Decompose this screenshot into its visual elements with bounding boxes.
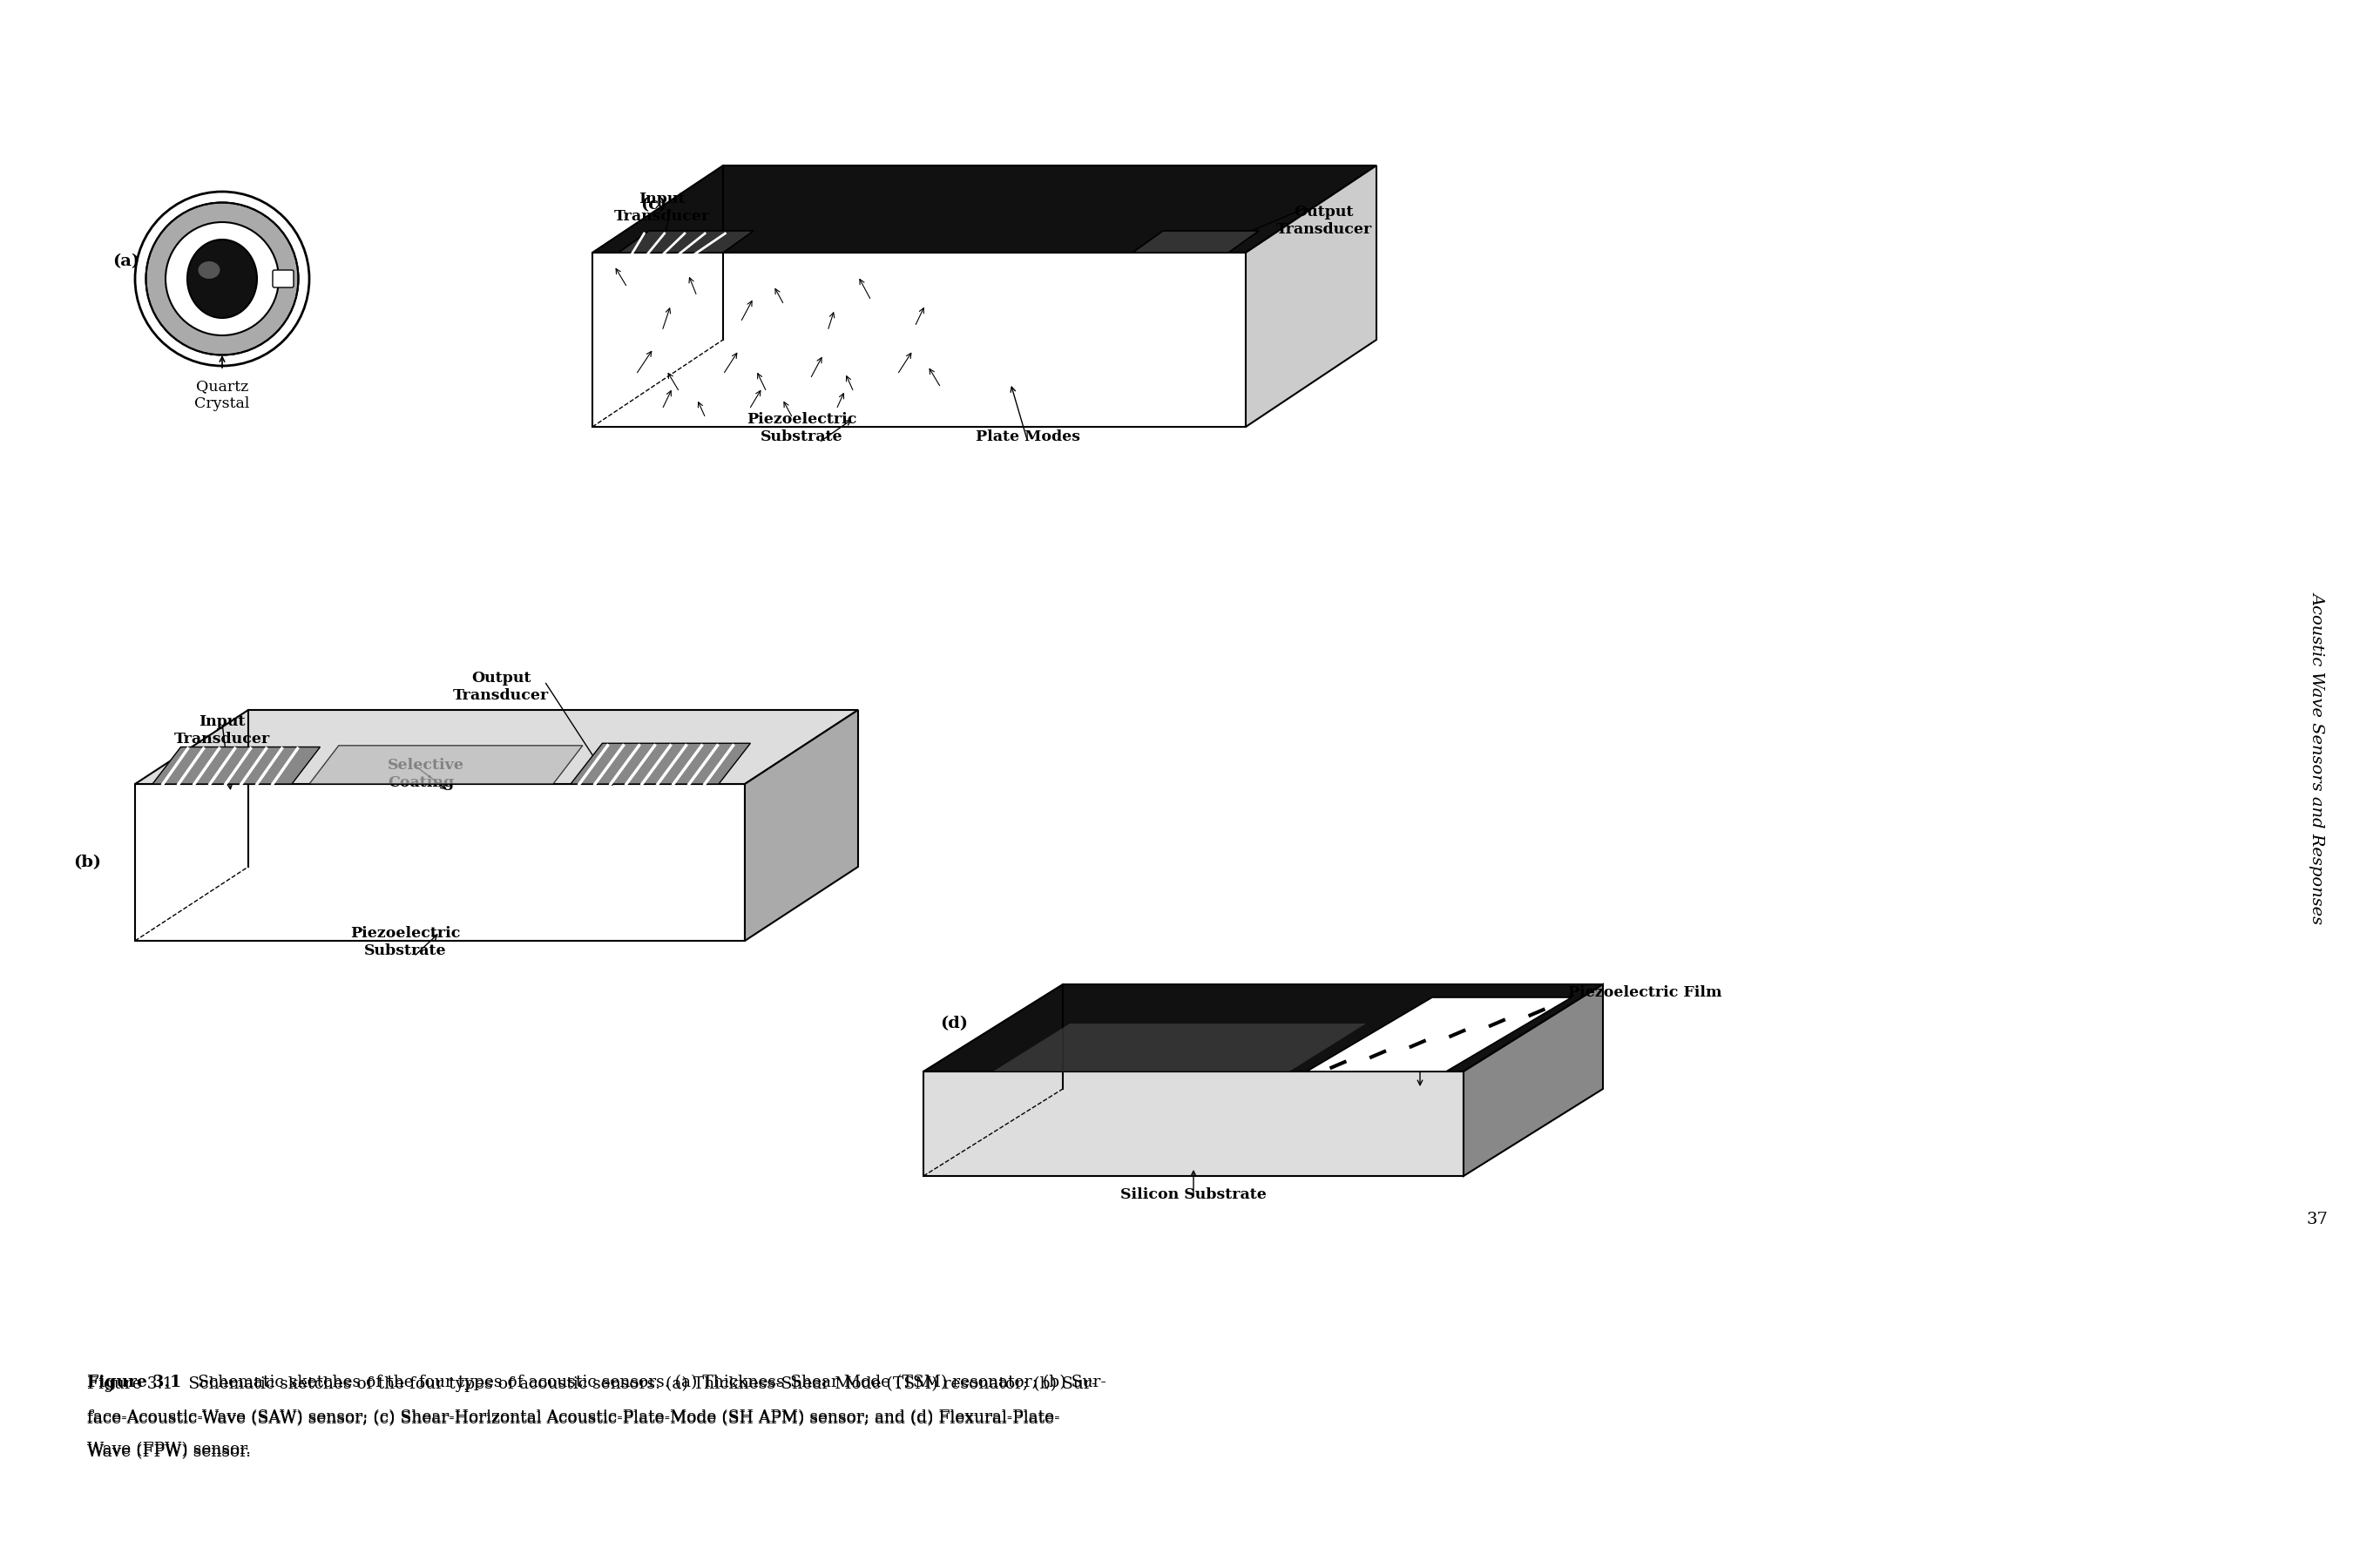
Text: Acoustic Wave Sensors and Responses: Acoustic Wave Sensors and Responses — [2308, 591, 2325, 924]
Polygon shape — [922, 985, 1602, 1071]
Text: face-Acoustic-Wave (SAW) sensor; (c) Shear-Horizontal Acoustic-Plate-Mode (SH AP: face-Acoustic-Wave (SAW) sensor; (c) She… — [87, 1410, 1059, 1425]
Polygon shape — [593, 252, 1245, 426]
Polygon shape — [1132, 230, 1259, 252]
Ellipse shape — [146, 202, 299, 354]
Text: Membrane: Membrane — [1419, 1021, 1511, 1035]
Text: Figure 3.1: Figure 3.1 — [87, 1375, 181, 1391]
Polygon shape — [134, 784, 746, 941]
Text: Selective
Coating: Selective Coating — [388, 757, 464, 790]
Text: Wave (FPW) sensor.: Wave (FPW) sensor. — [87, 1444, 252, 1460]
Text: Schematic sketches of the four types of acoustic sensors. (a) Thickness-Shear Mo: Schematic sketches of the four types of … — [188, 1375, 1106, 1391]
FancyBboxPatch shape — [273, 270, 294, 287]
Polygon shape — [1245, 166, 1377, 426]
Polygon shape — [1306, 997, 1572, 1071]
Ellipse shape — [188, 240, 256, 318]
Text: Quartz
Crystal: Quartz Crystal — [195, 379, 249, 411]
Polygon shape — [153, 746, 320, 784]
Polygon shape — [1464, 985, 1602, 1176]
Text: Output
Transducer: Output Transducer — [452, 671, 548, 702]
Text: Figure 3.1   Schematic sketches of the four types of acoustic sensors. (a) Thick: Figure 3.1 Schematic sketches of the fou… — [87, 1377, 1096, 1392]
Polygon shape — [619, 230, 753, 252]
Text: Silicon Substrate: Silicon Substrate — [1120, 1187, 1266, 1203]
Polygon shape — [134, 710, 859, 784]
Polygon shape — [993, 1024, 1367, 1071]
Text: (a): (a) — [113, 254, 139, 270]
Text: Wave (FPW) sensor.: Wave (FPW) sensor. — [87, 1441, 252, 1457]
Ellipse shape — [165, 223, 278, 336]
Text: face-Acoustic-Wave (SAW) sensor; (c) Shear-Horizontal Acoustic-Plate-Mode (SH AP: face-Acoustic-Wave (SAW) sensor; (c) She… — [87, 1411, 1059, 1427]
Ellipse shape — [198, 262, 219, 279]
Text: Plate Modes: Plate Modes — [976, 430, 1080, 444]
Text: Piezoelectric
Substrate: Piezoelectric Substrate — [746, 412, 856, 444]
Text: Output
Transducer: Output Transducer — [1275, 205, 1372, 237]
Text: Input
Transducer: Input Transducer — [614, 191, 711, 224]
Polygon shape — [593, 166, 1377, 252]
Text: (b): (b) — [73, 855, 101, 870]
Text: Piezoelectric
Substrate: Piezoelectric Substrate — [351, 927, 461, 958]
Polygon shape — [572, 743, 751, 784]
Polygon shape — [746, 710, 859, 941]
Polygon shape — [922, 1071, 1464, 1176]
Text: (c): (c) — [640, 198, 666, 213]
Text: Input
Transducer: Input Transducer — [174, 715, 271, 746]
Polygon shape — [308, 745, 584, 784]
Text: 37: 37 — [2306, 1212, 2327, 1228]
Text: (d): (d) — [939, 1016, 967, 1032]
Text: Piezoelectric Film: Piezoelectric Film — [1567, 986, 1722, 1000]
